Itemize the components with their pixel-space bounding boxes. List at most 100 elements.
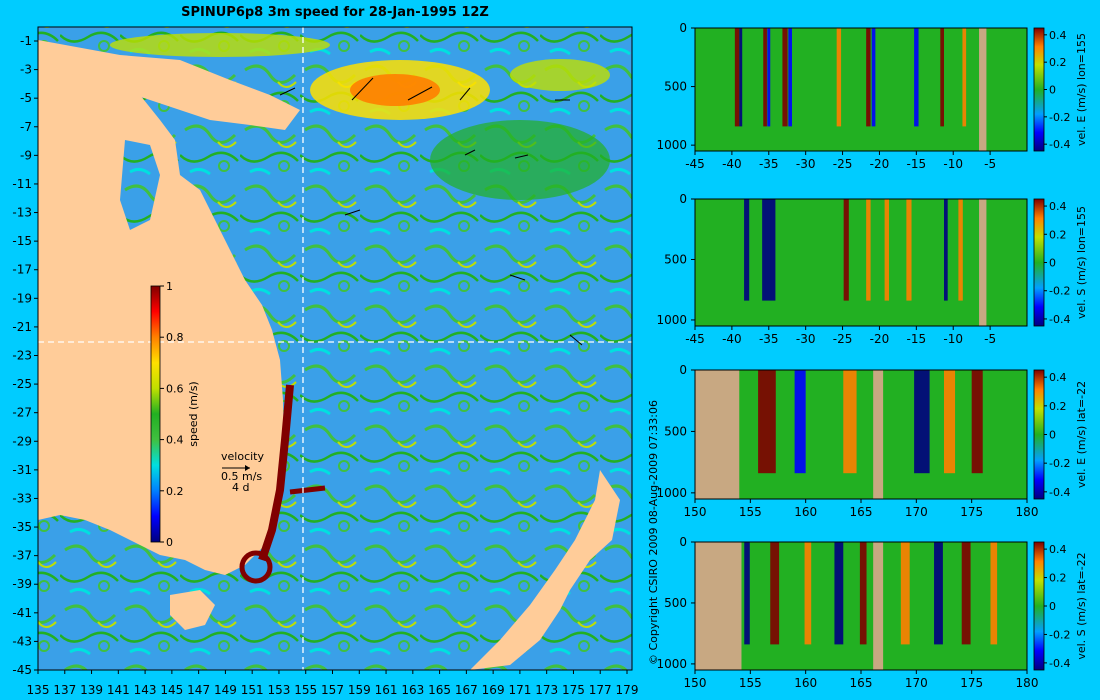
section-x-tick-label: 170 <box>905 676 928 690</box>
section-colorbar-tick-label: -0.4 <box>1049 657 1070 670</box>
section-x-tick-label: -40 <box>722 332 742 346</box>
velocity-arrowhead-icon <box>245 465 250 471</box>
copyright-text: © Copyright CSIRO 2009 08-Aug-2009 07:33… <box>647 400 660 665</box>
section-frame <box>694 198 1028 327</box>
section-frame <box>694 27 1028 152</box>
lon-tick-label: 135 <box>27 683 50 697</box>
lon-tick-label: 169 <box>482 683 505 697</box>
lat-tick-label: -35 <box>12 520 32 534</box>
section-y-tick-label: 0 <box>679 192 687 206</box>
velocity-band <box>934 542 943 645</box>
section-land <box>873 542 884 670</box>
section-colorbar-tick-label: 0 <box>1049 600 1056 613</box>
lat-tick-label: -21 <box>12 320 32 334</box>
velocity-band <box>866 28 871 127</box>
lat-tick-label: -37 <box>12 549 32 563</box>
colorbar-tick-label: 0 <box>166 536 173 549</box>
velocity-arrows <box>279 77 583 346</box>
lat-tick-label: -13 <box>12 206 32 220</box>
velocity-band <box>794 370 806 474</box>
velocity-band <box>940 28 944 127</box>
section-colorbar <box>1033 27 1045 152</box>
velocity-band <box>906 199 912 301</box>
section-colorbar-tick-label: 0.2 <box>1049 400 1067 413</box>
lon-tick-label: 177 <box>589 683 612 697</box>
land-tasmania <box>170 590 215 630</box>
section-colorbar-tick-label: -0.4 <box>1049 313 1070 326</box>
velocity-band <box>914 28 919 127</box>
section-colorbar-tick-label: -0.2 <box>1049 457 1070 470</box>
section-x-tick-label: 165 <box>850 676 873 690</box>
lat-tick-label: -19 <box>12 291 32 305</box>
lat-tick-label: -25 <box>12 377 32 391</box>
velocity-band <box>971 370 983 474</box>
velocity-legend-scale: 0.5 m/s <box>221 470 262 483</box>
lon-tick-label: 155 <box>294 683 317 697</box>
colorbar-tick-label: 0.2 <box>166 485 184 498</box>
land-new-guinea <box>38 40 300 130</box>
colorbar-tick-label: 0.6 <box>166 382 184 395</box>
section-panel-3: 150 155 160 165 170 175 180 0 500 1000 0.4 0.2 0 -0.2… <box>656 363 1088 519</box>
velocity-band <box>739 28 743 127</box>
lat-tick-label: -29 <box>12 434 32 448</box>
velocity-band <box>871 28 876 127</box>
section-panel-2: -45 -40 -35 -30 -25 -20 -15 -10 -5 0 500 1000 0.4 0.2… <box>656 192 1088 346</box>
section-x-tick-label: -20 <box>870 157 890 171</box>
lat-tick-label: -33 <box>12 491 32 505</box>
section-x-tick-label: -45 <box>685 157 705 171</box>
lat-tick-label: -15 <box>12 234 32 248</box>
lat-tick-label: -1 <box>20 34 32 48</box>
lon-tick-label: 137 <box>53 683 76 697</box>
speed-patch <box>110 33 330 57</box>
velocity-band <box>763 28 767 127</box>
lon-tick-label: 141 <box>107 683 130 697</box>
section-colorbar <box>1033 369 1045 500</box>
velocity-band <box>782 28 788 127</box>
speed-colorbar: 1 0.8 0.6 0.4 0.2 0 speed (m/s) <box>150 280 200 549</box>
section-y-tick-label: 0 <box>679 363 687 377</box>
lon-tick-label: 159 <box>348 683 371 697</box>
section-colorbar-tick-label: 0.4 <box>1049 371 1067 384</box>
eddy <box>239 550 273 584</box>
section-panel-4: 150 155 160 165 170 175 180 0 500 1000 0.4 0.2 0 -0.2… <box>656 535 1088 690</box>
section-colorbar <box>1033 541 1045 671</box>
section-x-tick-label: 150 <box>684 676 707 690</box>
velocity-band <box>788 28 793 127</box>
velocity-band <box>962 28 967 127</box>
section-x-tick-label: -45 <box>685 332 705 346</box>
gulf-carpentaria <box>120 140 160 230</box>
section-x-tick-label: -5 <box>984 332 996 346</box>
velocity-band <box>744 542 750 645</box>
section-background <box>695 28 1027 151</box>
velocity-band <box>836 28 842 127</box>
section-x-tick-label: 175 <box>960 505 983 519</box>
velocity-band <box>843 199 849 301</box>
lon-tick-label: 171 <box>508 683 531 697</box>
lon-tick-label: 149 <box>214 683 237 697</box>
section-colorbar-tick-label: -0.4 <box>1049 486 1070 499</box>
section-x-tick-label: -15 <box>907 157 927 171</box>
lon-tick-label: 143 <box>134 683 157 697</box>
section-y-tick-label: 0 <box>679 535 687 549</box>
section-x-tick-label: 180 <box>1016 676 1039 690</box>
velocity-band <box>914 370 930 474</box>
map-lon-ticks: 135 137 139 141 143 145 147 149 151 153 155 157 159 1… <box>27 670 638 697</box>
section-x-tick-label: -30 <box>796 157 816 171</box>
velocity-band <box>961 542 971 645</box>
section-y-tick-label: 1000 <box>656 657 687 671</box>
lon-tick-label: 163 <box>401 683 424 697</box>
velocity-band <box>843 370 857 474</box>
section-colorbar-label: vel. S (m/s) lon=155 <box>1075 206 1088 319</box>
lat-tick-label: -11 <box>12 177 32 191</box>
velocity-band <box>762 199 776 301</box>
section-y-tick-label: 500 <box>664 80 687 94</box>
speed-patch <box>510 59 610 91</box>
section-panels: -45 -40 -35 -30 -25 -20 -15 -10 -5 0 500 1000 0.4 0.2… <box>656 21 1088 690</box>
section-x-tick-label: 175 <box>960 676 983 690</box>
section-colorbar-tick-label: -0.2 <box>1049 111 1070 124</box>
section-x-tick-label: -25 <box>833 157 853 171</box>
colorbar-gradient <box>150 285 161 543</box>
lat-tick-label: -31 <box>12 463 32 477</box>
land-new-zealand <box>470 470 620 670</box>
velocity-band <box>990 542 998 645</box>
